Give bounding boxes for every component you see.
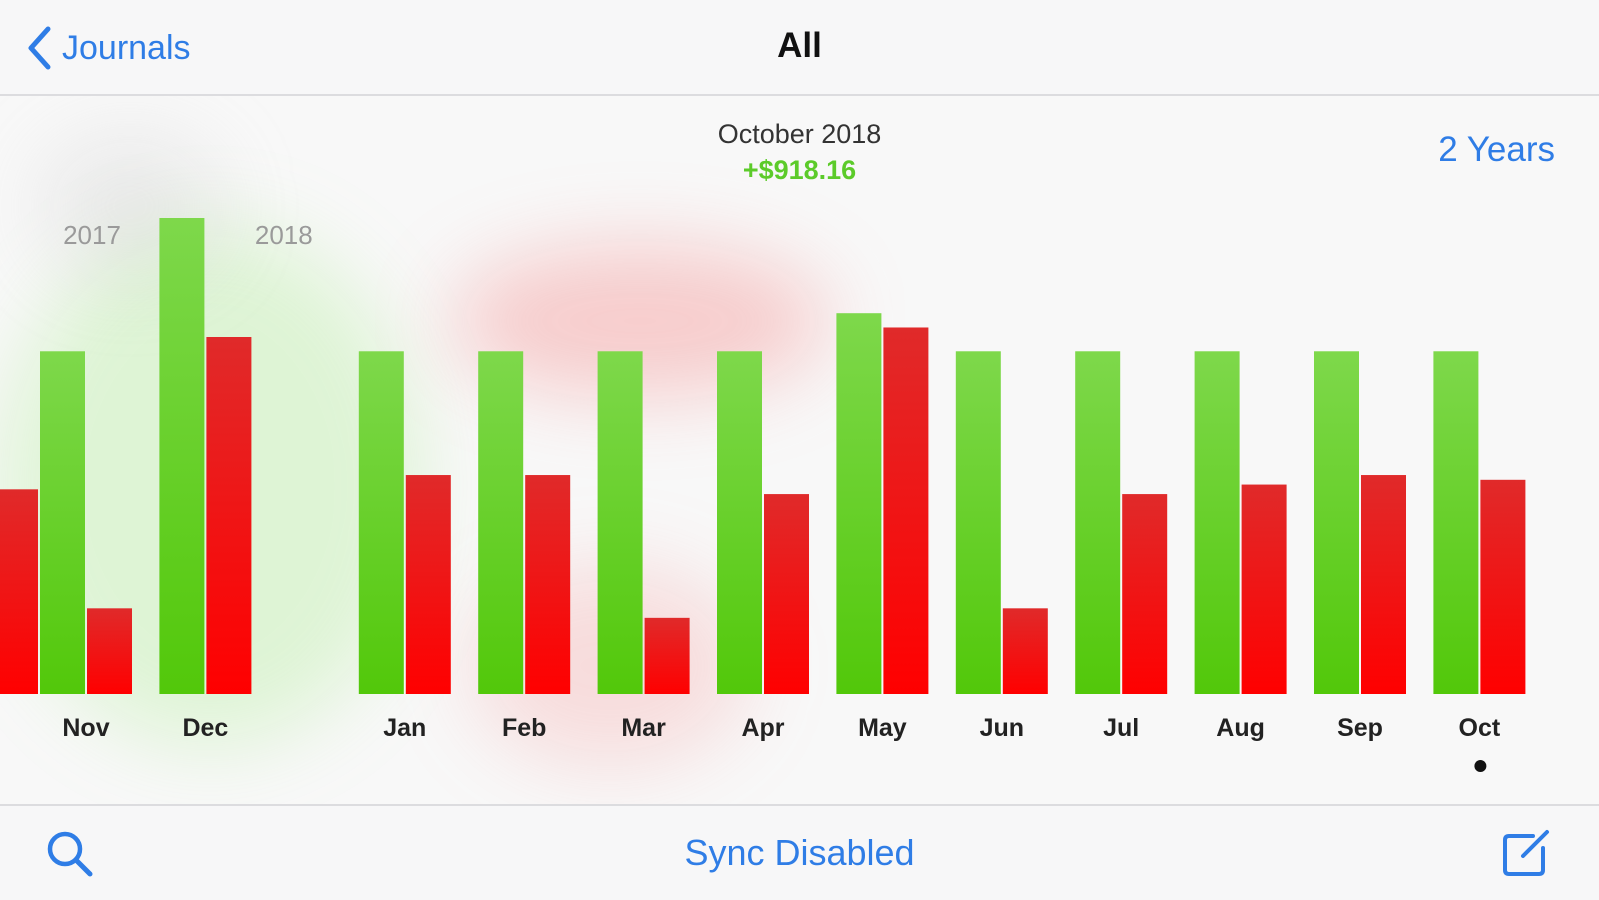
compose-button[interactable] [1499,824,1555,880]
bar-expense-jun[interactable] [1002,608,1048,694]
x-tick-label: Nov [62,714,109,742]
compose-icon [1499,830,1555,884]
range-button[interactable]: 2 Years [1438,130,1555,169]
bar-expense-jan[interactable] [405,475,451,694]
x-tick-label: Oct [1459,714,1501,742]
selected-month: October 2018 [717,119,882,149]
sync-status-button[interactable]: Sync Disabled [684,832,915,873]
bottom-toolbar: Sync Disabled [0,804,1599,900]
x-tick-label: Mar [621,714,666,742]
x-tick-label: May [858,714,907,742]
bar-expense-mar[interactable] [644,617,690,694]
bar-income-jun[interactable] [955,351,1001,694]
x-tick-label: Jul [1103,714,1139,742]
chevron-left-icon [26,25,52,71]
navigation-bar: Journals All [0,0,1599,96]
bar-income-apr[interactable] [717,351,762,694]
chart-area[interactable]: Nov 2017 Dec Jan 2018 Feb Mar Apr May Jun Jul Aug Se… [0,96,1599,804]
selected-amount: +$918.16 [742,155,857,185]
bar-expense-apr[interactable] [764,494,809,694]
x-tick-label: Feb [502,714,546,742]
back-label: Journals [62,28,191,67]
bar-income-sep[interactable] [1314,351,1359,694]
x-tick-label: Aug [1216,714,1265,742]
bar-expense-aug[interactable] [1241,484,1287,694]
x-tick-label: Dec [182,714,228,742]
bar-income-jan[interactable] [358,351,404,694]
summary-header: October 2018 +$918.16 [0,116,1599,188]
year-label: 2017 [63,220,121,250]
search-button[interactable] [44,828,96,880]
bar-income-dec[interactable] [159,218,205,694]
x-tick-label: Jan [383,714,426,742]
bar-income-mar[interactable] [597,351,643,694]
bar-income-jul[interactable] [1075,351,1121,694]
selected-month-indicator [1474,760,1487,772]
bar-expense-may[interactable] [883,327,929,694]
bar-income-feb[interactable] [478,351,524,694]
back-button[interactable]: Journals [26,22,191,74]
x-tick-label: Apr [741,714,784,742]
bar-expense-sep[interactable] [1361,475,1406,694]
x-tick-label: Jun [980,714,1024,742]
bar-chart[interactable]: Nov 2017 Dec Jan 2018 Feb Mar Apr May Jun Jul Aug Se… [0,96,1599,804]
bar-expense-dec[interactable] [206,337,252,694]
bar-expense-nov[interactable] [87,608,132,694]
bar-income-oct[interactable] [1433,351,1479,694]
bar-income-aug[interactable] [1194,351,1240,694]
bar-expense-oct[interactable] [1480,479,1526,694]
bar-expense-jul[interactable] [1122,494,1168,694]
bar-expense-partial[interactable] [0,489,38,694]
x-tick-label: Sep [1337,714,1383,742]
bar-income-may[interactable] [836,313,882,694]
year-label: 2018 [255,220,313,250]
page-title: All [777,26,822,65]
search-icon [44,831,96,884]
bar-expense-feb[interactable] [525,475,571,694]
bar-income-nov[interactable] [40,351,85,694]
